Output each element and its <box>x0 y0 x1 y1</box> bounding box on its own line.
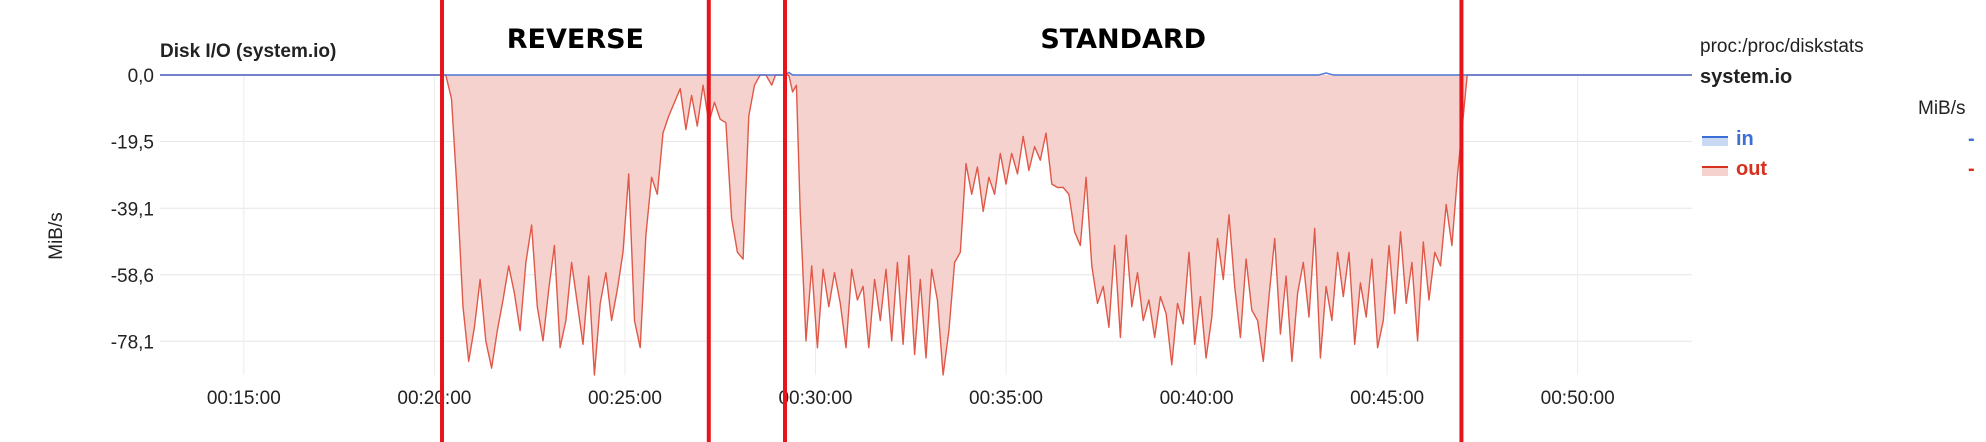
legend-item-in[interactable]: in - <box>1700 128 1986 152</box>
x-tick-label: 00:15:00 <box>207 388 281 409</box>
series-in-line <box>160 71 1692 76</box>
chart-legend: proc:/proc/diskstats system.io MiB/s in … <box>1700 36 1986 196</box>
y-tick-label: -39,1 <box>111 199 154 220</box>
y-axis-label: MiB/s <box>46 212 67 260</box>
chart-axes: 0,0 -19,5 -39,1 -58,6 -78,1 00:15:00 00:20:00 0… <box>111 66 1615 409</box>
legend-value-in: - <box>1968 128 1975 150</box>
chart-series <box>160 71 1692 376</box>
legend-item-out[interactable]: out - <box>1700 158 1986 182</box>
x-tick-label: 00:30:00 <box>778 388 852 409</box>
x-tick-label: 00:35:00 <box>969 388 1043 409</box>
x-tick-label: 00:20:00 <box>397 388 471 409</box>
y-tick-label: -78,1 <box>111 332 154 353</box>
y-tick-label: -19,5 <box>111 132 154 153</box>
region-annotations: REVERSE STANDARD <box>440 0 1464 442</box>
x-tick-label: 00:50:00 <box>1541 388 1615 409</box>
region-label: REVERSE <box>507 24 644 55</box>
legend-label-out: out <box>1736 158 1768 180</box>
legend-source: proc:/proc/diskstats <box>1700 36 1864 57</box>
legend-swatch-in <box>1702 136 1728 146</box>
x-tick-label: 00:40:00 <box>1160 388 1234 409</box>
x-tick-label: 00:25:00 <box>588 388 662 409</box>
legend-swatch-out <box>1702 166 1728 176</box>
y-tick-label: 0,0 <box>128 66 154 87</box>
chart-title: Disk I/O (system.io) <box>160 41 336 62</box>
legend-units: MiB/s <box>1918 98 1966 119</box>
legend-value-out: - <box>1968 158 1975 180</box>
legend-context: system.io <box>1700 66 1793 88</box>
legend-label-in: in <box>1736 128 1754 150</box>
series-out-line <box>160 74 1692 376</box>
x-tick-label: 00:45:00 <box>1350 388 1424 409</box>
y-tick-label: -58,6 <box>111 266 154 287</box>
series-out-area <box>160 75 1692 375</box>
region-label: STANDARD <box>1040 24 1206 55</box>
